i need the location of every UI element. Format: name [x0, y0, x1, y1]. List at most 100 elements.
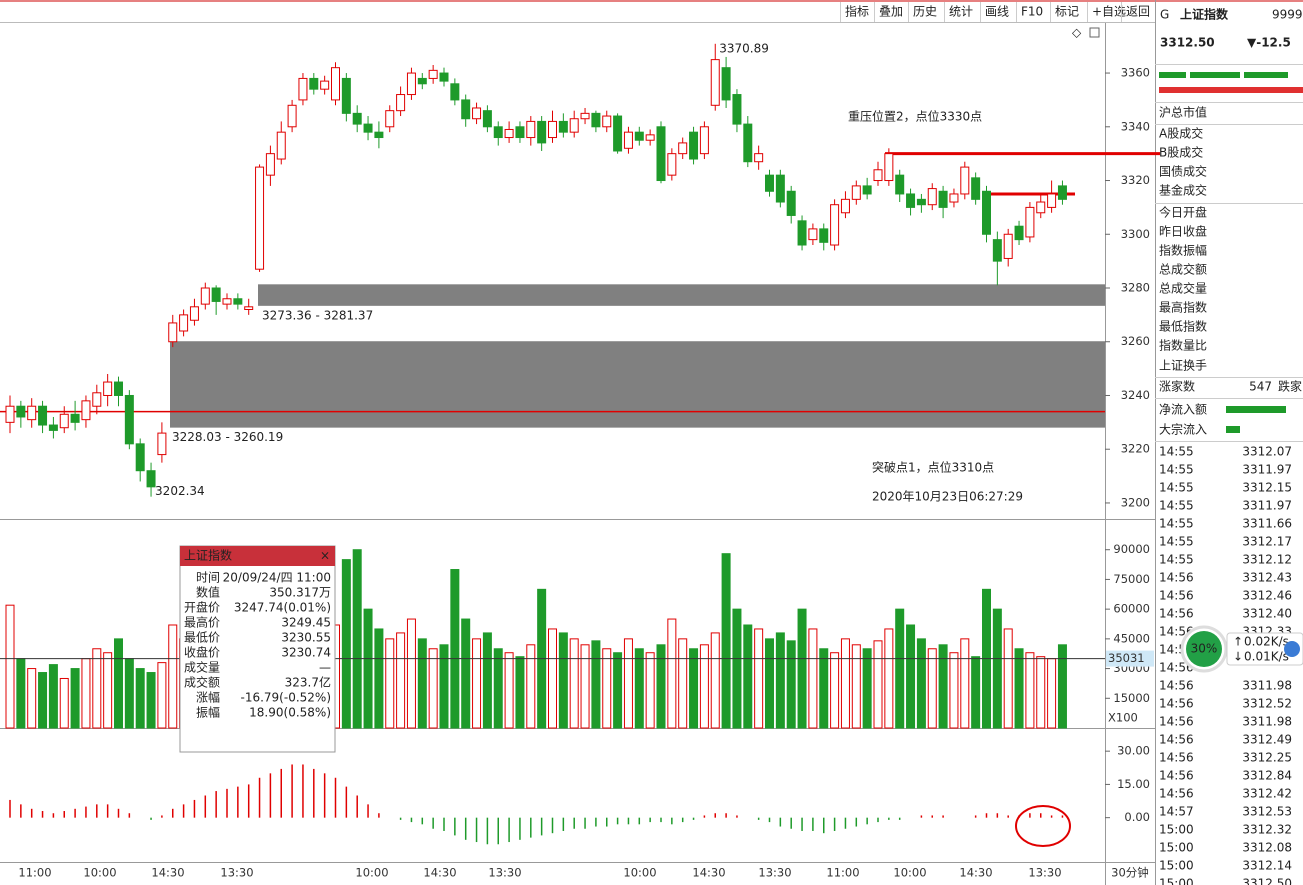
- candle-body: [634, 131, 644, 141]
- icon-diamond[interactable]: ◇: [1072, 26, 1082, 40]
- x-tick-label: 14:30: [423, 866, 456, 880]
- toolbar-button[interactable]: 画线: [985, 5, 1009, 19]
- candle-body: [992, 239, 1002, 262]
- x-tick-label: 11:00: [826, 866, 859, 880]
- candle-body: [862, 185, 872, 195]
- tooltip-close[interactable]: ×: [320, 549, 330, 563]
- volume-bar: [81, 658, 91, 729]
- y-tick-label: 45000: [1113, 631, 1150, 645]
- tooltip-value: 350.317万: [269, 586, 331, 600]
- widget-percent: 30%: [1191, 642, 1218, 656]
- widget-plus[interactable]: [1284, 641, 1300, 657]
- toolbar-button[interactable]: 叠加: [879, 5, 903, 19]
- volume-bar: [396, 632, 406, 729]
- candle-body: [721, 67, 731, 101]
- toolbar-button[interactable]: F10: [1021, 5, 1043, 19]
- toolbar-button[interactable]: 标记: [1055, 5, 1079, 19]
- max-label: 3370.89: [719, 41, 769, 55]
- tooltip-key: 数值: [196, 585, 220, 600]
- volume-bar: [721, 553, 731, 729]
- tick-price: 3312.84: [1242, 769, 1292, 783]
- volume-bar: [385, 638, 395, 729]
- candle-body: [352, 112, 362, 125]
- tick-price: 3312.07: [1242, 445, 1292, 459]
- volume-bar: [830, 652, 840, 729]
- panel-label: 总成交额: [1159, 262, 1207, 277]
- volume-bar: [1003, 628, 1013, 729]
- candle-body: [1036, 201, 1046, 214]
- tooltip-value: 323.7亿: [285, 675, 331, 690]
- candle-body: [754, 153, 764, 163]
- candle-body: [895, 174, 905, 195]
- tick-price: 3312.53: [1242, 805, 1292, 819]
- panel-label: 最高指数: [1159, 300, 1207, 315]
- candle-body: [504, 128, 514, 139]
- flow-bar: [1226, 426, 1240, 433]
- panel-label: 总成交量: [1159, 281, 1207, 296]
- toolbar-button[interactable]: 返回: [1126, 5, 1150, 19]
- y-tick-label: 15000: [1113, 691, 1150, 705]
- candle-body: [27, 405, 37, 421]
- volume-bar: [602, 648, 612, 729]
- flow-bar: [1226, 406, 1286, 413]
- index-code: 999999: [1272, 8, 1303, 22]
- candle-body: [591, 112, 601, 128]
- y-tick-label: 3260: [1121, 334, 1150, 348]
- candle-body: [233, 298, 243, 305]
- y-tick-label: 3340: [1121, 119, 1150, 133]
- tooltip-box: [179, 545, 336, 753]
- volume-bar: [341, 559, 351, 729]
- volume-bar: [906, 624, 916, 729]
- price: 3312.50: [1160, 36, 1215, 50]
- zone: [258, 284, 1105, 306]
- volume-bar: [1014, 648, 1024, 729]
- panel-label: 指数振幅: [1159, 243, 1207, 258]
- candle-body: [428, 69, 438, 79]
- volume-bar: [168, 624, 178, 729]
- panel-label: 涨家数: [1159, 379, 1195, 394]
- tick-price: 3312.17: [1242, 535, 1292, 549]
- volume-bar: [840, 638, 850, 729]
- volume-bar: [971, 656, 981, 729]
- candle-body: [602, 115, 612, 128]
- ref-box: [1106, 650, 1154, 667]
- candle-body: [927, 188, 937, 206]
- widget-down: 0.01K/s: [1244, 650, 1289, 664]
- tick-price: 3312.43: [1242, 571, 1292, 585]
- panel-label: 昨日收盘: [1159, 224, 1207, 239]
- volume-bar: [623, 638, 633, 729]
- candle-body: [124, 394, 134, 445]
- candle-body: [819, 228, 829, 243]
- y-tick-label: 90000: [1113, 542, 1150, 556]
- volume-bar: [699, 644, 709, 729]
- volume-bar: [461, 618, 471, 729]
- candle-body: [971, 177, 981, 200]
- tick-time: 14:55: [1159, 481, 1194, 495]
- tick-time: 14:56: [1159, 787, 1194, 801]
- icon-box[interactable]: [1089, 27, 1100, 38]
- panel-label: 国债成交: [1159, 164, 1207, 179]
- volume-bar: [482, 632, 492, 729]
- volume-bar: [797, 608, 807, 729]
- tick-price: 3312.08: [1242, 841, 1292, 855]
- widget-up: 0.02K/s: [1244, 635, 1289, 649]
- candle-body: [786, 190, 796, 216]
- candle-body: [1025, 206, 1035, 238]
- volume-bar: [569, 638, 579, 729]
- x-tick-label: 14:30: [151, 866, 184, 880]
- widget[interactable]: [1186, 631, 1222, 667]
- tooltip-key: 成交量: [184, 660, 220, 675]
- volume-bar: [157, 662, 167, 729]
- candle-body: [157, 432, 167, 456]
- toolbar-button[interactable]: +自选: [1092, 5, 1126, 19]
- toolbar-button[interactable]: 指标: [845, 4, 869, 19]
- tick-time: 14:55: [1159, 535, 1194, 549]
- tooltip-value: 20/09/24/四 11:00: [223, 571, 331, 585]
- toolbar-button[interactable]: 统计: [949, 5, 973, 19]
- annotation: 2020年10月23日06:27:29: [872, 490, 1023, 504]
- panel-label: B股成交: [1159, 145, 1203, 160]
- toolbar-button[interactable]: 历史: [913, 5, 937, 19]
- y-tick-label: 0.00: [1124, 810, 1150, 824]
- volume-bar: [634, 648, 644, 729]
